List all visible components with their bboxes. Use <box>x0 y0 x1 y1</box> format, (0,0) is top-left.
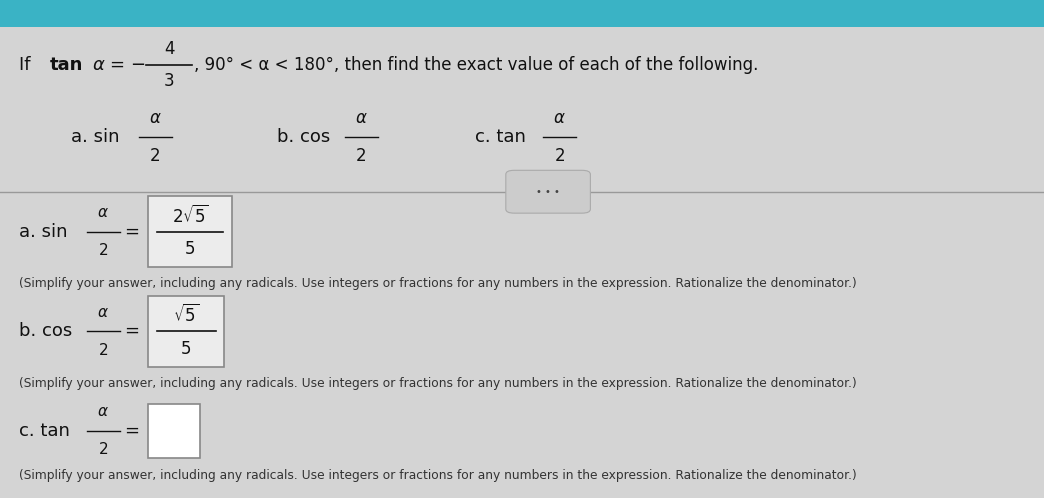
Text: (Simplify your answer, including any radicals. Use integers or fractions for any: (Simplify your answer, including any rad… <box>19 469 856 482</box>
Text: • • •: • • • <box>537 187 560 197</box>
Text: $\alpha$ = −: $\alpha$ = − <box>92 56 145 74</box>
Text: tan: tan <box>50 56 84 74</box>
Text: =: = <box>124 422 139 440</box>
FancyBboxPatch shape <box>0 0 1044 27</box>
Text: $\alpha$: $\alpha$ <box>355 109 367 127</box>
Text: $\alpha$: $\alpha$ <box>97 205 110 220</box>
Text: 5: 5 <box>185 240 195 258</box>
FancyBboxPatch shape <box>505 170 590 213</box>
Text: 3: 3 <box>164 72 174 90</box>
Text: =: = <box>124 223 139 241</box>
Text: =: = <box>124 322 139 340</box>
Text: $\sqrt{5}$: $\sqrt{5}$ <box>173 304 199 326</box>
Text: $\alpha$: $\alpha$ <box>97 404 110 419</box>
Text: $\alpha$: $\alpha$ <box>97 305 110 320</box>
Text: 4: 4 <box>164 40 174 58</box>
Text: $2\sqrt{5}$: $2\sqrt{5}$ <box>171 205 209 227</box>
Text: 2: 2 <box>98 442 109 457</box>
Text: $\alpha$: $\alpha$ <box>149 109 162 127</box>
Text: a. sin: a. sin <box>71 128 119 146</box>
Text: 2: 2 <box>98 243 109 258</box>
Text: 2: 2 <box>554 147 565 165</box>
Text: 5: 5 <box>181 340 192 358</box>
Text: 2: 2 <box>150 147 161 165</box>
Text: (Simplify your answer, including any radicals. Use integers or fractions for any: (Simplify your answer, including any rad… <box>19 377 856 390</box>
Text: 2: 2 <box>356 147 366 165</box>
Text: , 90° < α < 180°, then find the exact value of each of the following.: , 90° < α < 180°, then find the exact va… <box>194 56 759 74</box>
FancyBboxPatch shape <box>148 196 232 267</box>
Text: $\alpha$: $\alpha$ <box>553 109 566 127</box>
Text: b. cos: b. cos <box>19 322 72 340</box>
Text: (Simplify your answer, including any radicals. Use integers or fractions for any: (Simplify your answer, including any rad… <box>19 277 856 290</box>
Text: a. sin: a. sin <box>19 223 67 241</box>
Text: If: If <box>19 56 37 74</box>
Text: c. tan: c. tan <box>19 422 70 440</box>
Text: c. tan: c. tan <box>475 128 526 146</box>
FancyBboxPatch shape <box>148 295 224 367</box>
FancyBboxPatch shape <box>148 404 200 458</box>
Text: 2: 2 <box>98 343 109 358</box>
Text: b. cos: b. cos <box>277 128 330 146</box>
